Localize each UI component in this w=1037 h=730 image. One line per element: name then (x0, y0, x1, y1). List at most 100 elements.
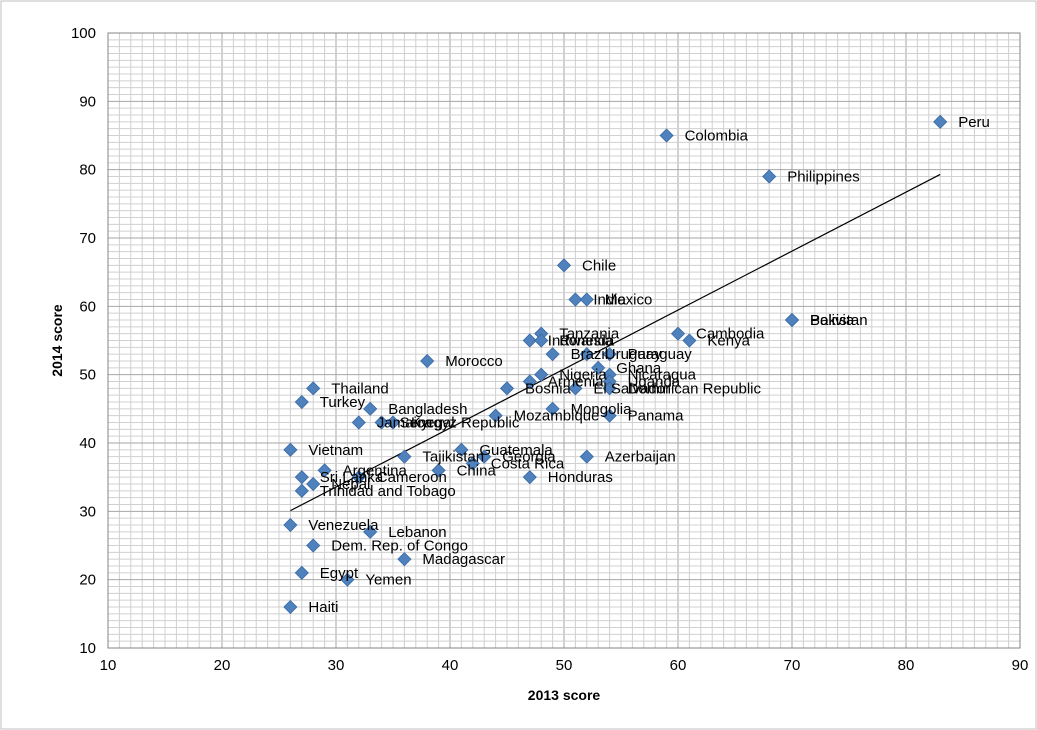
data-point (591, 360, 606, 375)
data-point-label: Trinidad and Tobago (320, 483, 456, 500)
data-point-label: Uganda (628, 374, 681, 391)
tick-labels: 10 20 30 40 50 60 70 80 90 10 20 30 40 50 60 70 80 90 100 (71, 25, 1028, 674)
data-point (579, 449, 594, 464)
y-tick-label: 60 (79, 298, 96, 315)
y-tick-label: 30 (79, 503, 96, 520)
data-point-label: Senegal (400, 415, 455, 432)
data-point (568, 381, 583, 396)
plot-area-border (107, 32, 1021, 649)
data-point-label: Guatemala (479, 442, 553, 459)
data-point (522, 374, 537, 389)
data-point-label: Chile (582, 257, 616, 274)
data-point-label: Ghana (616, 360, 662, 377)
data-point (283, 442, 298, 457)
data-point-label: Panama (628, 408, 685, 425)
data-point (579, 292, 594, 307)
data-point-label: Indonesia (548, 333, 614, 350)
data-point-label: Nigeria (559, 367, 607, 384)
y-tick-label: 70 (79, 230, 96, 247)
data-point (397, 449, 412, 464)
data-point-label: Kenya (707, 333, 750, 350)
data-point-label: El Salvador (593, 380, 670, 397)
data-point (340, 572, 355, 587)
data-point-label: Pakistan (810, 312, 868, 329)
data-point-label: Venezuela (308, 517, 379, 534)
data-point (522, 470, 537, 485)
data-point-label: Peru (958, 114, 990, 131)
data-point (420, 353, 435, 369)
data-point-label: Rwanda (559, 333, 615, 350)
data-point (317, 463, 332, 478)
data-point (477, 449, 492, 464)
data-point (545, 347, 560, 362)
x-tick-label: 50 (556, 657, 573, 674)
data-point (454, 442, 469, 457)
data-point-label: Uruguay (605, 346, 662, 363)
y-tick-label: 40 (79, 435, 96, 452)
data-point-label: Azerbaijan (605, 449, 676, 466)
x-axis-title: 2013 score (528, 687, 601, 703)
data-point (363, 524, 378, 539)
data-point-label: Armenia (548, 374, 605, 391)
data-point (397, 552, 412, 567)
data-point-label: Tajikistan (422, 449, 484, 466)
data-point (522, 333, 537, 348)
data-point (762, 169, 777, 184)
data-point (465, 456, 480, 471)
data-point-label: Dominican Republic (628, 380, 762, 397)
data-point-label: Bolivia (810, 312, 855, 329)
x-tick-label: 30 (328, 657, 345, 674)
data-point (556, 258, 572, 273)
data-point-label: Colombia (685, 128, 749, 145)
y-tick-label: 90 (79, 93, 96, 110)
data-point (374, 415, 389, 430)
data-point-label: Mongolia (571, 401, 633, 418)
data-point-label: Kyrgyz Republic (411, 415, 520, 432)
data-point (306, 381, 321, 396)
data-point-label: Lebanon (388, 524, 446, 541)
y-axis-title: 2014 score (49, 304, 65, 377)
x-tick-label: 40 (442, 657, 459, 674)
data-point (602, 347, 617, 362)
data-point (499, 381, 515, 396)
data-point-label: Argentina (343, 462, 408, 479)
data-point-label: Costa Rica (491, 456, 565, 473)
data-point (670, 326, 686, 341)
data-point-label: Sri Lanka (320, 469, 384, 486)
data-point (784, 312, 800, 328)
data-point-label: Nicaragua (628, 367, 697, 384)
data-point-label: Madagascar (422, 551, 505, 568)
y-tick-label: 80 (79, 162, 96, 179)
data-point-label: Mozambique (514, 408, 600, 425)
data-point (363, 401, 378, 416)
data-point-label: Turkey (320, 394, 366, 411)
x-tick-label: 20 (214, 657, 231, 674)
data-points (283, 114, 948, 615)
x-tick-label: 10 (100, 657, 117, 674)
data-point (294, 470, 309, 485)
data-point-label: Haiti (308, 599, 338, 616)
data-point-label: Paraguay (628, 346, 693, 363)
data-point-label: Egypt (320, 565, 359, 582)
data-point (306, 476, 321, 492)
data-point (351, 470, 366, 485)
data-point-label: Cambodia (696, 326, 765, 343)
data-point-label: Georgia (502, 449, 556, 466)
trendline (290, 173, 941, 512)
data-point (682, 333, 697, 348)
data-point (385, 415, 401, 430)
data-point (545, 401, 560, 416)
data-point-label: Bangladesh (388, 401, 467, 418)
data-point-label: Philippines (787, 169, 860, 186)
linear-trendline (290, 173, 941, 512)
data-point (933, 114, 948, 129)
y-tick-label: 20 (79, 572, 96, 589)
data-point (602, 381, 617, 396)
data-point (283, 517, 298, 533)
data-point-label: Tanzania (559, 326, 620, 343)
data-point-label: Yemen (365, 572, 411, 589)
data-point (351, 415, 366, 430)
